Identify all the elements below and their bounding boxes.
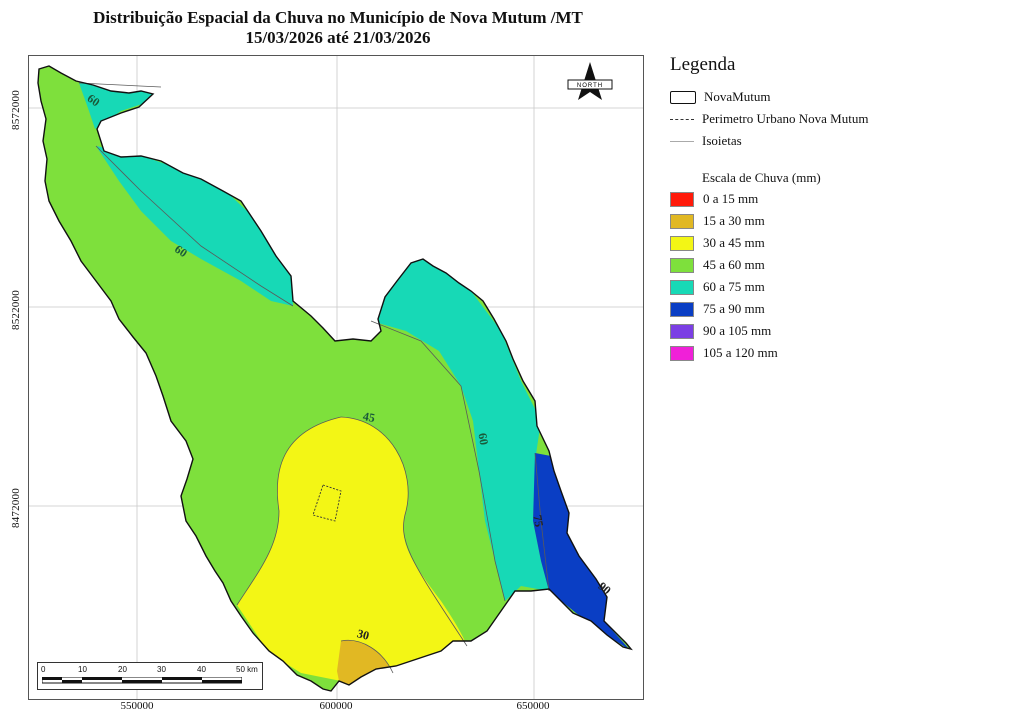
- urban-perimeter: [312, 484, 342, 522]
- y-tick-8472000: 8472000: [10, 488, 22, 528]
- legend-item-label: Perimetro Urbano Nova Mutum: [702, 111, 869, 126]
- zone-15-30: [337, 640, 393, 691]
- y-tick-8522000: 8522000: [10, 290, 22, 330]
- scale-label: 10: [78, 665, 87, 674]
- rain-scale-label: 60 a 75 mm: [703, 279, 765, 294]
- legend-item-boundary: NovaMutum: [670, 86, 1010, 108]
- isoline-label: 45: [362, 409, 376, 425]
- legend-title: Legenda: [670, 54, 736, 75]
- scale-bar-segments: [42, 677, 242, 684]
- rain-scale-label: 30 a 45 mm: [703, 235, 765, 250]
- scale-label: 20: [118, 665, 127, 674]
- zone-75-90: [533, 453, 631, 651]
- zone-60-75-north: [96, 146, 293, 306]
- rain-scale-label: 15 a 30 mm: [703, 213, 765, 228]
- scale-label: 50 km: [236, 665, 258, 674]
- zone-30-45: [237, 417, 467, 681]
- map-frame: 60 60 45 60 75 90 30: [28, 55, 644, 700]
- color-swatch: [670, 213, 694, 229]
- grey-line-icon: [670, 140, 694, 142]
- rain-scale-label: 105 a 120 mm: [703, 345, 778, 360]
- rain-scale-item: 15 a 30 mm: [670, 210, 1010, 232]
- rain-scale-item: 105 a 120 mm: [670, 342, 1010, 364]
- isoline-label: 60: [475, 432, 491, 446]
- rain-scale-label: 0 a 15 mm: [703, 191, 759, 206]
- rainfall-map: 60 60 45 60 75 90 30: [29, 56, 643, 699]
- y-tick-8572000: 8572000: [10, 90, 22, 130]
- rain-scale-item: 90 a 105 mm: [670, 320, 1010, 342]
- zone-60-75-east: [371, 251, 549, 601]
- rain-scale-title: Escala de Chuva (mm): [702, 170, 821, 185]
- legend-item-urban: Perimetro Urbano Nova Mutum: [670, 108, 1010, 130]
- isoline-label: 75: [530, 514, 546, 528]
- color-swatch: [670, 257, 694, 273]
- north-arrow: NORTH: [564, 60, 616, 104]
- color-swatch: [670, 323, 694, 339]
- boundary-box-icon: [670, 90, 696, 104]
- color-swatch: [670, 279, 694, 295]
- north-label: NORTH: [577, 83, 603, 89]
- color-swatch: [670, 235, 694, 251]
- rain-scale-item: 75 a 90 mm: [670, 298, 1010, 320]
- zone-60-75-northwest: [79, 83, 161, 129]
- rain-scale-label: 90 a 105 mm: [703, 323, 772, 338]
- legend-item-label: Isoietas: [702, 133, 742, 148]
- rain-scale-label: 45 a 60 mm: [703, 257, 765, 272]
- color-swatch: [670, 345, 694, 361]
- dashed-line-icon: [670, 118, 694, 120]
- color-swatch: [670, 191, 694, 207]
- x-tick-550000: 550000: [120, 700, 154, 712]
- map-title: Distribuição Espacial da Chuva no Municí…: [28, 8, 648, 48]
- x-tick-650000: 650000: [516, 700, 550, 712]
- scale-bar: 0 10 20 30 40 50 km: [37, 662, 263, 690]
- scale-label: 0: [41, 665, 46, 674]
- x-tick-600000: 600000: [319, 700, 353, 712]
- isolines: [78, 82, 550, 674]
- rain-scale-item: 0 a 15 mm: [670, 188, 1010, 210]
- legend-item-label: NovaMutum: [704, 89, 771, 104]
- scale-label: 40: [197, 665, 206, 674]
- rain-scale-label: 75 a 90 mm: [703, 301, 765, 316]
- rain-scale-item: 45 a 60 mm: [670, 254, 1010, 276]
- legend-item-isolines: Isoietas: [670, 130, 1010, 152]
- color-swatch: [670, 301, 694, 317]
- scale-label: 30: [157, 665, 166, 674]
- rain-scale-item: 60 a 75 mm: [670, 276, 1010, 298]
- rain-scale-item: 30 a 45 mm: [670, 232, 1010, 254]
- map-title-line1: Distribuição Espacial da Chuva no Municí…: [93, 8, 583, 27]
- map-title-line2: 15/03/2026 até 21/03/2026: [245, 28, 431, 47]
- isoline-label: 30: [356, 626, 371, 643]
- legend: Legenda NovaMutum Perimetro Urbano Nova …: [670, 54, 1010, 364]
